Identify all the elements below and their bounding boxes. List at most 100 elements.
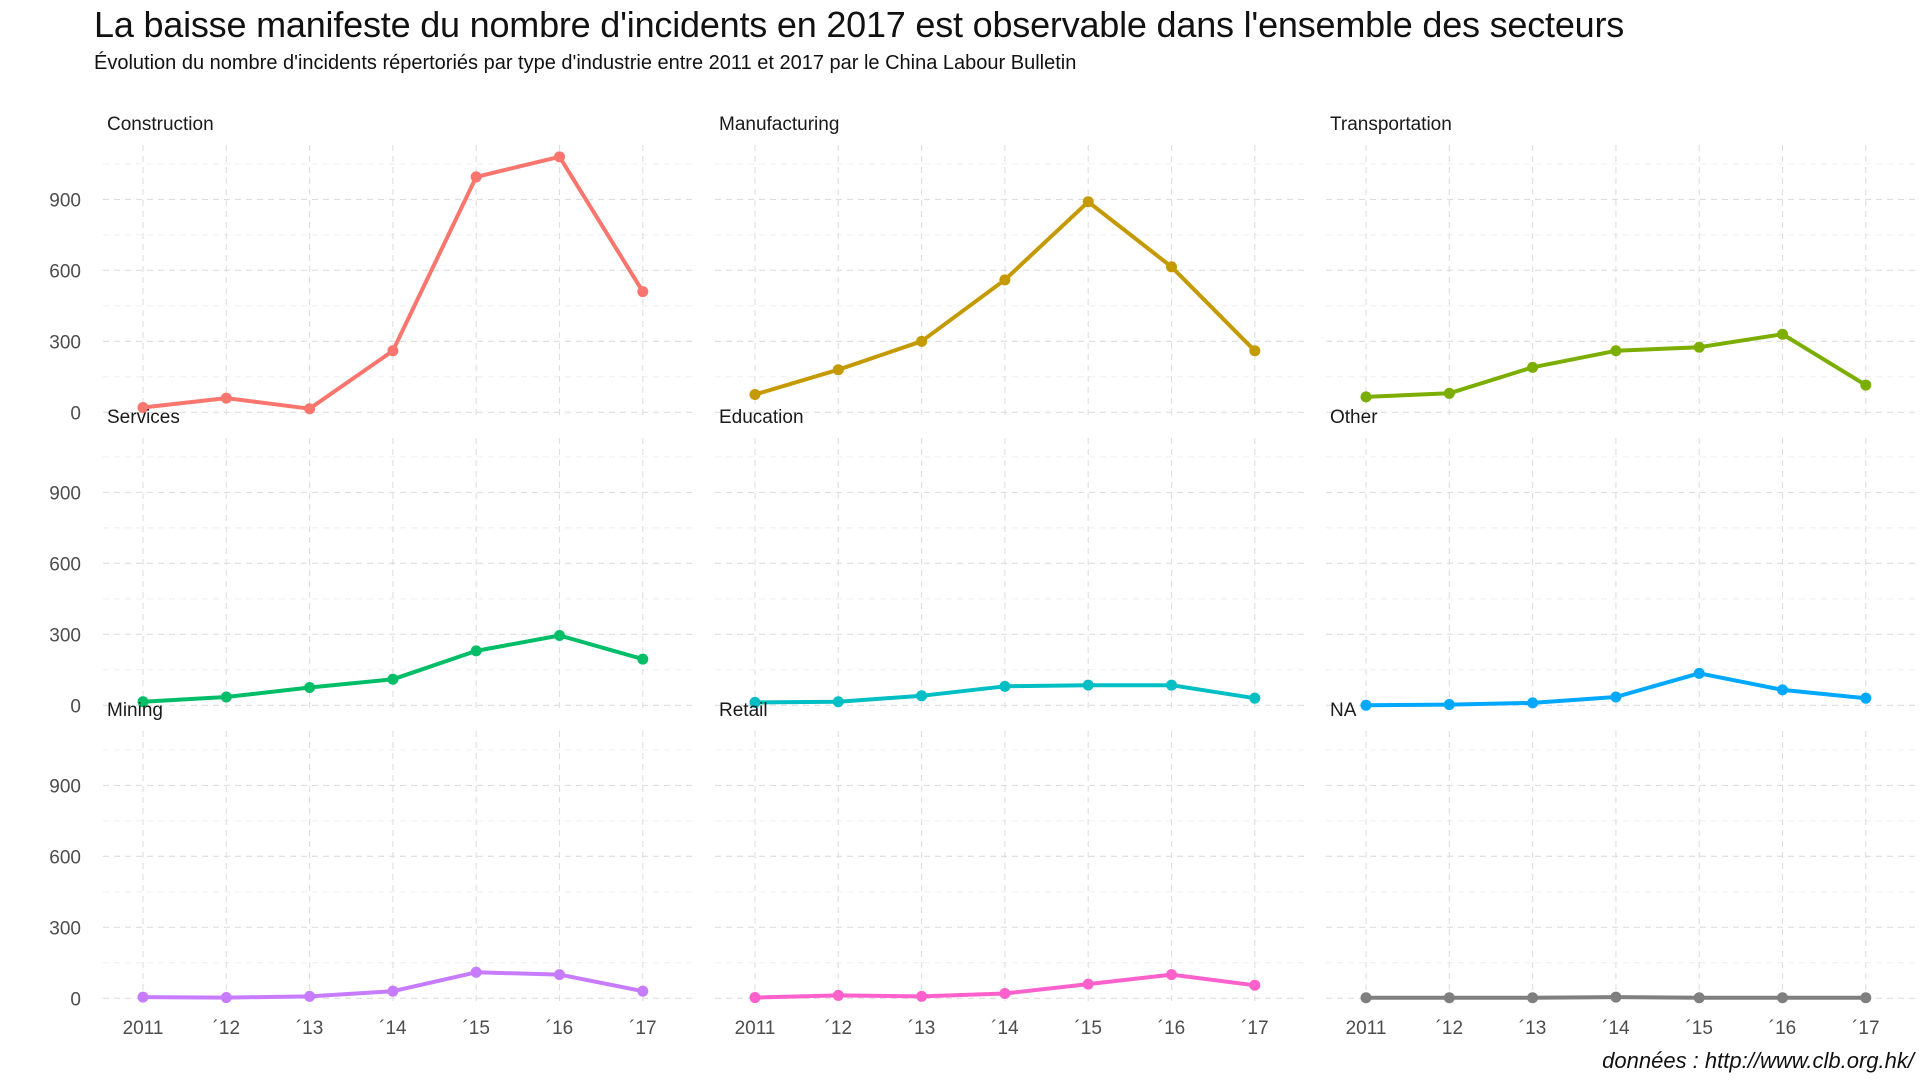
data-point [1860,692,1872,704]
data-point [1166,969,1177,981]
x-tick-label: ´15 [1685,1018,1712,1039]
x-tick-label: 2011 [735,1018,776,1039]
data-point [1527,992,1539,1004]
data-point [1360,699,1372,711]
data-point [1443,387,1455,399]
facet-panel-na: NA 2011 ´12 ´13 ´14 ´15 ´16 ´17 [1326,700,1916,1039]
y-tick-label: 300 [49,918,81,939]
data-point [137,402,149,414]
data-point [1693,992,1705,1004]
data-point [637,653,649,665]
y-tick-label: 900 [49,483,81,504]
data-point [749,992,761,1004]
facet-panel-transportation: Transportation [1326,114,1916,417]
x-tick-label: ´16 [1158,1018,1185,1039]
data-point [1082,679,1094,691]
data-point [1693,667,1705,679]
data-point [1249,692,1261,704]
data-point [1082,978,1094,990]
data-point [1610,691,1622,703]
data-point [1610,345,1622,357]
facet-title: Education [719,407,804,428]
chart-subtitle: Évolution du nombre d'incidents répertor… [94,52,1077,74]
data-point [749,696,761,708]
data-point [832,989,844,1001]
data-point [470,171,482,183]
x-tick-label: ´13 [1519,1018,1546,1039]
facet-title: Mining [107,700,163,721]
y-tick-label: 300 [49,625,81,646]
x-tick-label: ´12 [1436,1018,1463,1039]
facet-panel-other: Other [1326,407,1916,711]
data-point [304,403,316,415]
data-point [304,682,316,694]
facet-panel-manufacturing: Manufacturing [715,114,1305,417]
data-point [554,629,565,641]
data-point [1610,991,1622,1003]
facet-title: Services [107,407,180,428]
data-point [916,990,928,1002]
x-tick-label: ´14 [1602,1018,1630,1039]
x-tick-label: ´17 [1852,1018,1879,1039]
data-point [999,680,1011,692]
data-point [554,151,565,163]
y-tick-label: 600 [49,554,81,575]
data-point [916,690,928,702]
data-point [749,389,761,401]
data-point [1443,992,1455,1004]
data-point [1360,391,1372,403]
data-point [1249,979,1261,991]
data-point [999,274,1011,286]
data-point [1166,261,1177,273]
data-point [1082,196,1094,208]
data-point [1777,328,1788,340]
data-point [220,992,232,1004]
x-tick-label: ´14 [379,1018,407,1039]
x-tick-label: ´16 [1769,1018,1796,1039]
x-tick-label: ´15 [1074,1018,1101,1039]
x-tick-label: ´16 [546,1018,573,1039]
facet-title: NA [1330,700,1357,721]
facet-panel-mining: Mining 0 300 600 900 2011 ´12 ´13 ´14 ´15 ´16 ´17 [49,700,693,1039]
data-point [137,991,149,1003]
facet-panel-retail: Retail 2011 ´12 ´13 ´14 ´15 ´16 ´17 [715,700,1305,1039]
data-point [470,645,482,657]
chart-title: La baisse manifeste du nombre d'incident… [94,4,1625,45]
x-tick-label: 2011 [1346,1018,1387,1039]
facet-title: Transportation [1330,114,1452,135]
data-source-caption: données : http://www.clb.org.hk/ [1602,1048,1914,1073]
facet-panel-construction: Construction 0 300 600 900 [49,114,693,424]
facet-panel-services: Services 0 300 600 900 [49,407,693,717]
data-point [387,673,399,685]
data-point [1360,992,1372,1004]
y-tick-label: 600 [49,847,81,868]
data-point [387,345,399,357]
y-tick-label: 600 [49,261,81,282]
data-point [387,985,399,997]
y-tick-label: 0 [70,989,81,1010]
data-point [220,691,232,703]
data-point [1777,684,1788,696]
x-tick-label: ´17 [1241,1018,1268,1039]
x-tick-label: ´13 [296,1018,323,1039]
data-point [999,988,1011,1000]
facet-panel-education: Education [715,407,1305,710]
data-point [832,696,844,708]
data-point [1527,697,1539,709]
data-point [304,990,316,1002]
x-tick-label: ´12 [213,1018,240,1039]
x-tick-label: ´13 [908,1018,935,1039]
data-point [470,966,482,978]
data-point [1860,992,1872,1004]
data-point [637,985,649,997]
data-point [1860,379,1872,391]
x-tick-label: ´17 [629,1018,656,1039]
data-point [1527,361,1539,373]
facet-title: Retail [719,700,768,721]
data-point [554,969,565,981]
facet-title: Other [1330,407,1378,428]
x-tick-label: ´14 [991,1018,1019,1039]
data-point [916,335,928,347]
data-point [220,392,232,404]
data-point [1693,341,1705,353]
